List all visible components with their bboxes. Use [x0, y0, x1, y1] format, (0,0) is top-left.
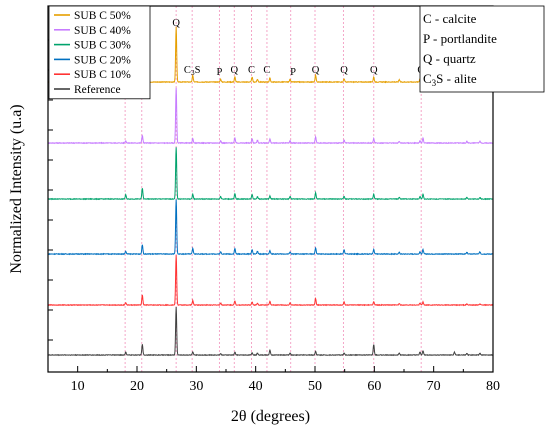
series-line-sub-c-30-: [47, 147, 494, 201]
peak-label-4: P: [217, 67, 223, 78]
x-tick-label: 60: [367, 379, 381, 394]
x-tick-label: 80: [486, 379, 500, 394]
peak-labels: PQQC3SPQCCPQQQQ: [122, 18, 425, 78]
series-line-reference: [47, 307, 494, 357]
peak-label-8: P: [290, 67, 296, 78]
legend-box: [48, 5, 151, 100]
legend-entry: SUB C 50%: [74, 10, 131, 22]
x-tick-label: 30: [189, 379, 203, 394]
peak-label-3: C3S: [184, 65, 201, 77]
peak-label-9: Q: [312, 65, 320, 76]
peak-label-6: C: [248, 65, 255, 76]
series-line-sub-c-10-: [47, 255, 494, 307]
reference-lines: [124, 6, 422, 372]
x-tick-label: 70: [427, 379, 441, 394]
peak-label-11: Q: [370, 65, 378, 76]
legend: SUB C 50% SUB C 40% SUB C 30% SUB C 20% SUB …: [48, 5, 151, 100]
legend-entry: SUB C 10%: [74, 69, 131, 81]
legend-entry: SUB C 40%: [74, 25, 131, 37]
legend-entry: SUB C 30%: [74, 40, 131, 52]
y-axis-label: Normalized Intensity (u.a): [8, 104, 25, 273]
phase-key-entry: C3S - alite: [423, 71, 477, 88]
x-tick-label: 50: [308, 379, 322, 394]
x-tick-label: 10: [71, 379, 85, 394]
series-line-sub-c-40-: [47, 87, 494, 145]
x-tick-label: 40: [249, 379, 263, 394]
plot-frame: [47, 5, 494, 373]
x-axis-ticks: 10 20 30 40 50 60 70 80: [47, 366, 500, 394]
legend-entry: Reference: [74, 84, 121, 96]
phase-key-entry: C - calcite: [423, 11, 477, 26]
legend-entry: SUB C 20%: [74, 54, 131, 66]
phase-key: C - calcite P - portlandite Q - quartz C3S …: [419, 5, 545, 93]
x-axis-label: 2θ (degrees): [231, 408, 310, 425]
series-line-sub-c-20-: [47, 199, 494, 256]
peak-label-5: Q: [231, 65, 239, 76]
peak-label-2: Q: [172, 18, 180, 29]
phase-key-entry: Q - quartz: [423, 51, 476, 66]
peak-label-10: Q: [340, 65, 348, 76]
peak-label-7: C: [263, 65, 270, 76]
phase-key-box: [419, 5, 545, 93]
phase-key-entry: P - portlandite: [423, 31, 497, 46]
x-tick-label: 20: [130, 379, 144, 394]
